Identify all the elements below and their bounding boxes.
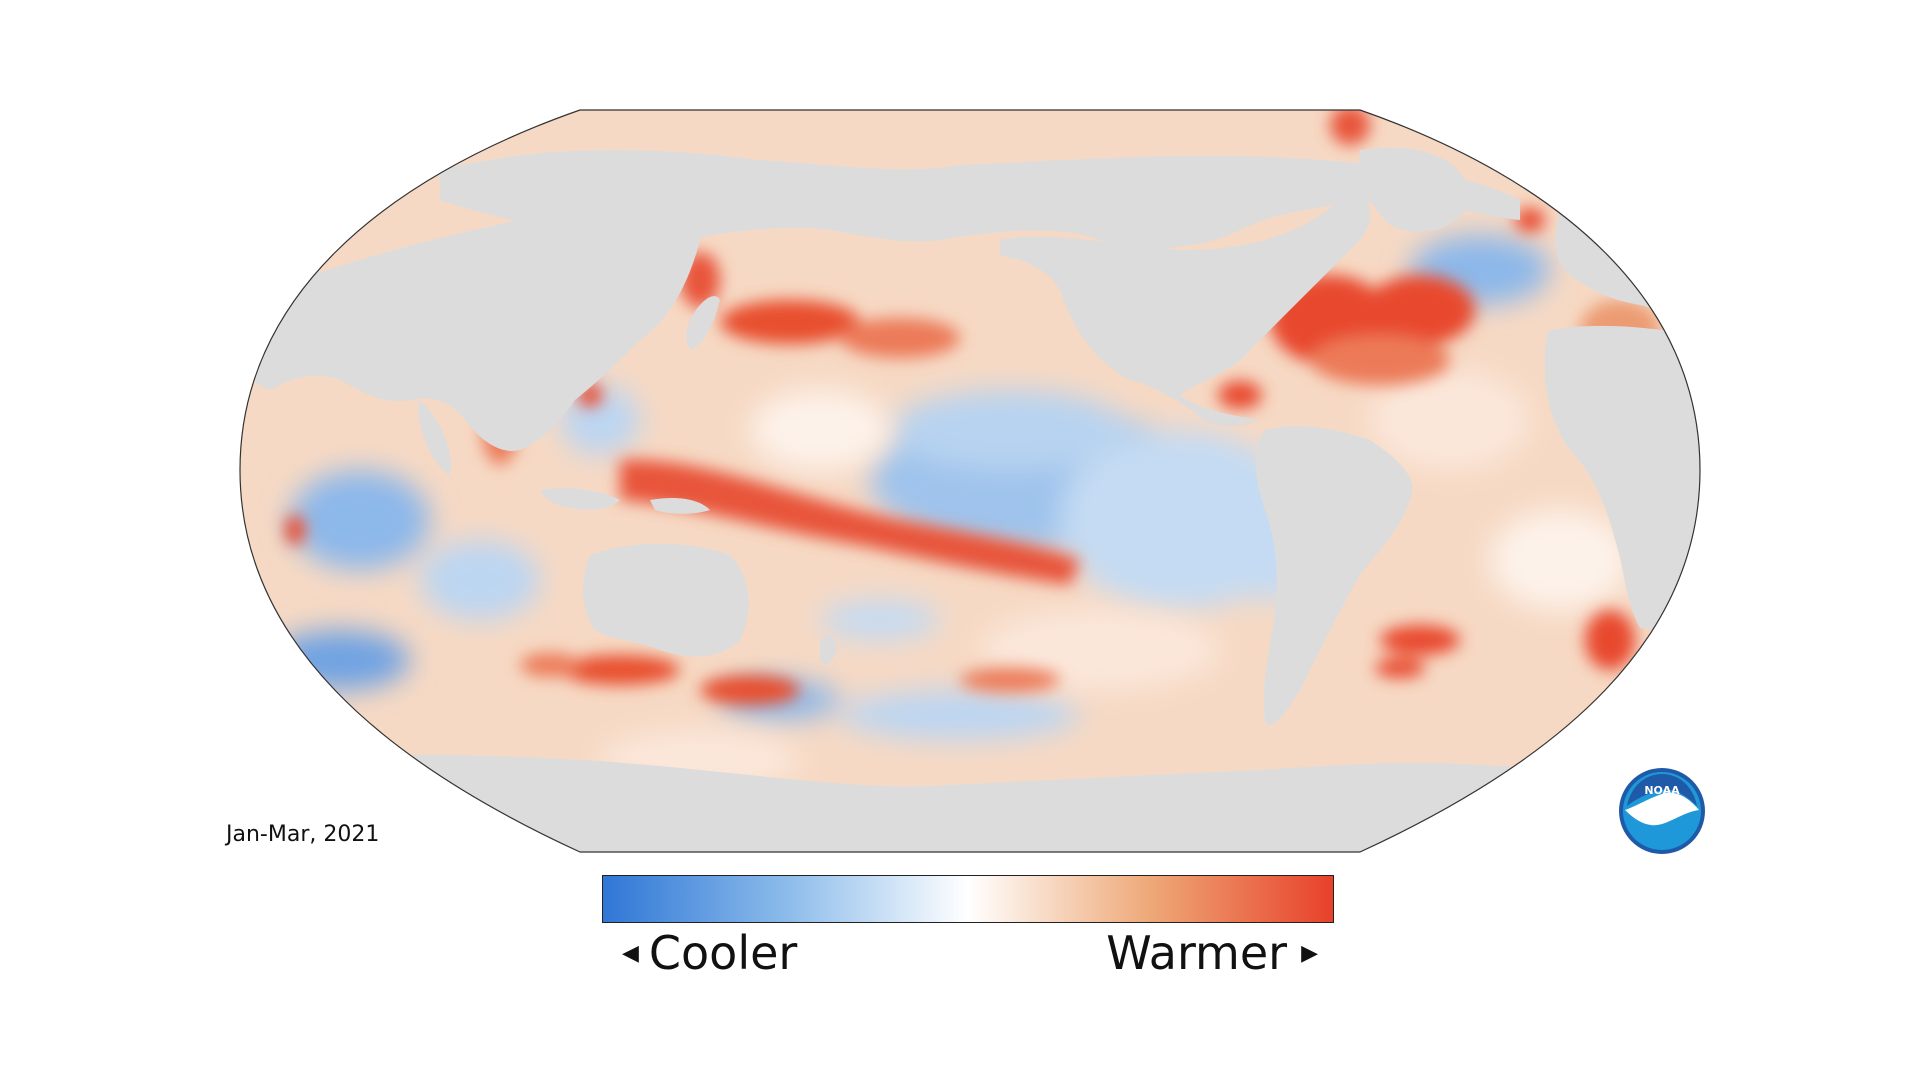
legend-high-label: Warmer <box>1106 926 1288 980</box>
greenland <box>1359 147 1470 232</box>
period-label: Jan-Mar, 2021 <box>226 822 380 847</box>
colorbar-gradient <box>602 875 1334 923</box>
globe-outline <box>239 109 1701 853</box>
arctic-land <box>440 150 1520 260</box>
africa <box>1545 325 1700 630</box>
warm-anomalies <box>285 110 1660 705</box>
noaa-logo: NOAA <box>1619 768 1705 854</box>
legend-low-label: Cooler <box>648 926 798 980</box>
noaa-logo-text: NOAA <box>1644 784 1680 797</box>
left-arrow-icon: ◀ <box>622 940 639 966</box>
new-zealand <box>819 635 837 665</box>
map-content <box>240 110 1700 852</box>
antarctica <box>240 754 1700 852</box>
legend-high: Warmer ▶ <box>1106 928 1318 982</box>
colorbar-frame <box>602 875 1334 923</box>
noaa-logo-top <box>1627 774 1697 806</box>
neutral-anomalies <box>600 370 1630 790</box>
japan <box>686 296 720 350</box>
new-guinea <box>650 498 710 514</box>
right-arrow-icon: ▶ <box>1301 940 1318 966</box>
india <box>417 400 451 475</box>
noaa-logo-gull <box>1625 792 1699 826</box>
indonesia <box>540 488 620 510</box>
asia <box>240 211 700 451</box>
south-america <box>1255 425 1413 726</box>
legend-low: ◀ Cooler <box>622 928 797 982</box>
north-america <box>1000 195 1371 426</box>
australia <box>583 543 749 657</box>
